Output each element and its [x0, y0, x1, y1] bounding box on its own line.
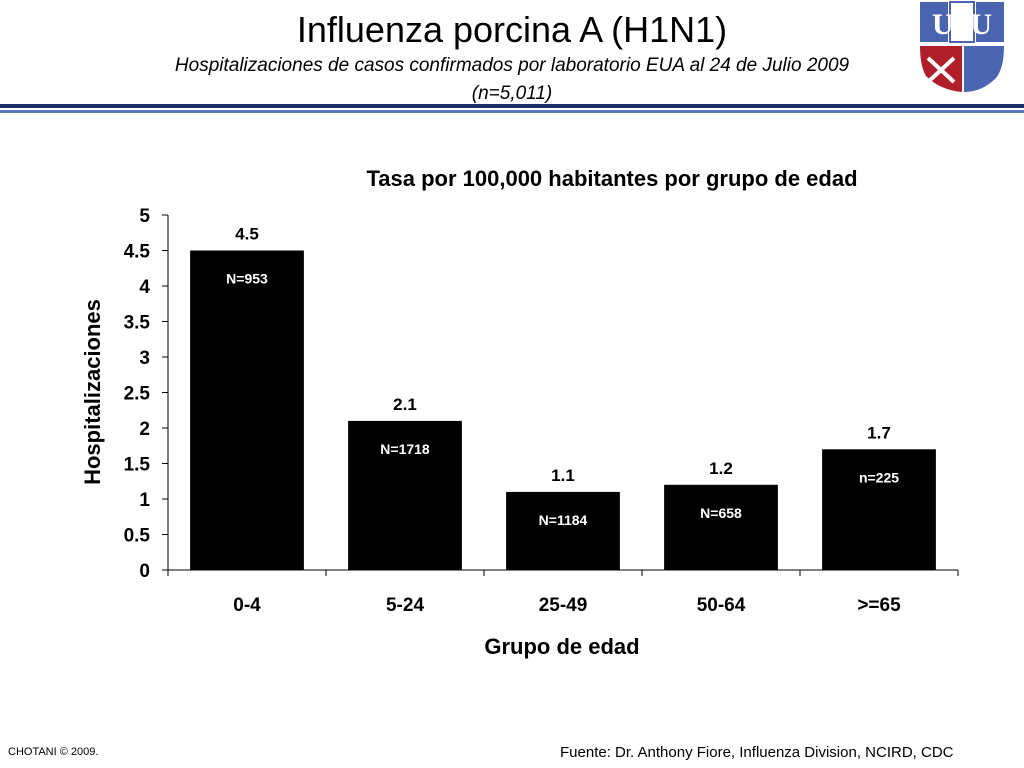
y-tick-label: 2.5 [124, 384, 151, 405]
y-tick-label: 3 [139, 348, 150, 369]
y-tick-label: 5 [139, 206, 150, 227]
bar-count-label: N=953 [226, 271, 268, 287]
bar-value-label: 1.1 [551, 466, 575, 485]
bar-value-label: 1.2 [709, 459, 733, 478]
x-tick-label: 0-4 [233, 595, 261, 616]
x-tick-label: 5-24 [386, 595, 424, 616]
logo-letters: USU [932, 8, 992, 41]
y-tick-label: 0.5 [124, 526, 151, 547]
bar-04 [190, 250, 304, 570]
plot-area: 0 0.5 1 1.5 2 2.5 3 3.5 4 4.5 5 4.5 N=953 0-4 2.1 N=171… [124, 206, 959, 616]
y-tick-label: 2 [139, 419, 150, 440]
header-rule-light [0, 110, 1024, 113]
source-note: Fuente: Dr. Anthony Fiore, Influenza Div… [560, 744, 954, 761]
y-tick-label: 0 [139, 561, 150, 582]
y-tick-label: 4 [139, 277, 150, 298]
copyright-note: CHOTANI © 2009. [8, 746, 99, 758]
y-tick-label: 1.5 [124, 455, 151, 476]
hospitalization-rate-chart: Tasa por 100,000 habitantes por grupo de… [80, 166, 959, 659]
bar-count-label: N=1184 [539, 512, 588, 528]
bar-value-label: 1.7 [867, 423, 891, 442]
x-tick-label: >=65 [857, 595, 901, 616]
bar-count-label: N=658 [700, 505, 742, 521]
bar-value-label: 2.1 [393, 395, 417, 414]
bar-524 [348, 420, 462, 570]
slide-subtitle: Hospitalizaciones de casos confirmados p… [174, 55, 850, 76]
bar-value-label: 4.5 [235, 225, 259, 244]
x-tick-label: 50-64 [697, 595, 746, 616]
x-axis-label: Grupo de edad [484, 634, 639, 659]
bar-2549 [506, 491, 620, 570]
slide-subtitle-count: (n=5,011) [471, 83, 553, 104]
y-tick-label: 3.5 [124, 313, 151, 334]
y-axis-label: Hospitalizaciones [80, 299, 105, 485]
header-rule-dark [0, 104, 1024, 108]
bar-5064 [664, 484, 778, 570]
y-tick-label: 1 [139, 490, 150, 511]
usu-logo: USU [916, 0, 1008, 98]
bar-count-label: n=225 [859, 469, 899, 485]
x-tick-label: 25-49 [539, 595, 588, 616]
bar-count-label: N=1718 [380, 441, 430, 457]
slide-title: Influenza porcina A (H1N1) [296, 9, 728, 50]
chart-title: Tasa por 100,000 habitantes por grupo de… [366, 166, 857, 191]
bar-65 [822, 449, 936, 570]
y-tick-label: 4.5 [124, 242, 151, 263]
